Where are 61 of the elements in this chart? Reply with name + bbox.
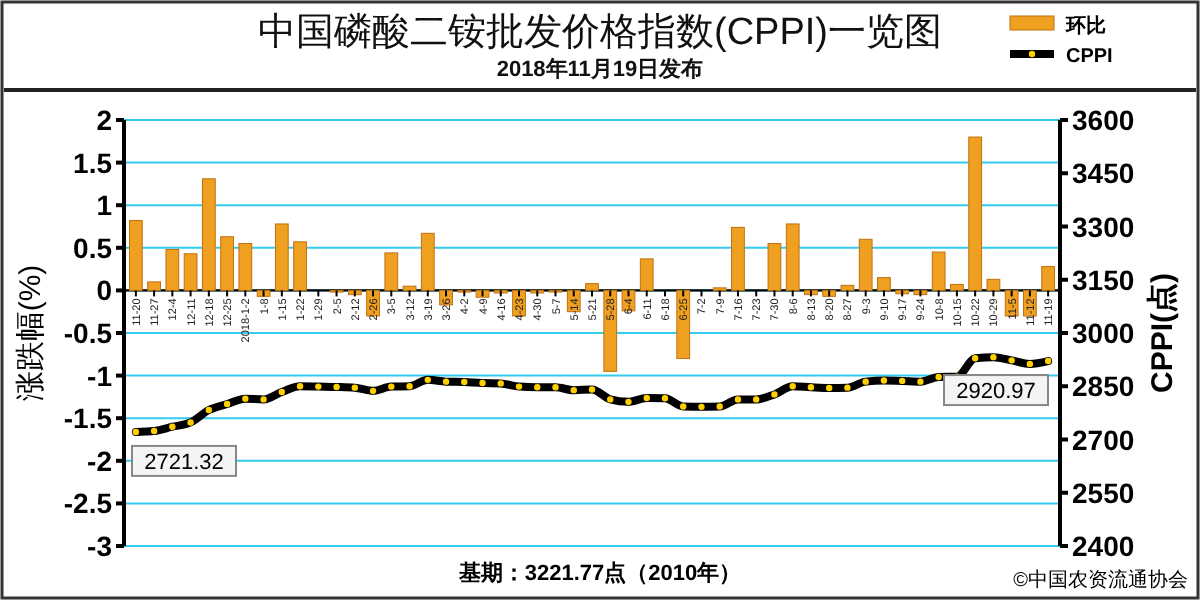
text: ©中国农资流通协会 <box>1013 568 1188 592</box>
y-tick-label: -2.5 <box>63 487 113 520</box>
bar <box>585 283 599 291</box>
bar <box>384 252 399 291</box>
legend-label: CPPI <box>1066 46 1114 68</box>
bar <box>639 258 654 291</box>
y-axis-title: 涨跌幅(%) <box>14 264 48 402</box>
bar <box>603 289 618 372</box>
bar <box>931 251 946 291</box>
bar <box>950 283 964 291</box>
y2-axis-title: CPPI(点) <box>1146 272 1180 393</box>
y2-tick-label: 3600 <box>1072 104 1135 136</box>
chart-subtitle: 2018年11月19日发布 <box>496 56 704 82</box>
y-tick-label: -0.5 <box>63 317 113 349</box>
y-tick-label: 1.5 <box>73 146 113 179</box>
y-tick-label: 2 <box>96 104 113 136</box>
bar <box>201 178 216 291</box>
y-tick-label: 0 <box>96 274 113 307</box>
annotation: 2721.32 <box>144 450 224 475</box>
y-tick-label: -1.5 <box>63 402 113 435</box>
bar <box>183 253 198 291</box>
legend-label: 环比 <box>1064 14 1106 38</box>
bar <box>731 226 745 291</box>
y-tick-label: 0.5 <box>73 231 113 264</box>
bar <box>858 238 873 291</box>
bar <box>128 220 143 291</box>
y2-tick-label: 3300 <box>1072 210 1135 243</box>
bar <box>877 277 891 291</box>
bar <box>256 289 271 297</box>
bar <box>986 278 1001 291</box>
bar <box>840 284 855 291</box>
bar <box>767 243 782 291</box>
y-tick-label: -1 <box>87 359 113 392</box>
chart-title: 中国磷酸二铵批发价格指数(CPPI)一览图 <box>258 12 942 54</box>
bar <box>785 223 800 291</box>
annotation: 2920.97 <box>956 380 1036 405</box>
bar <box>420 232 435 291</box>
bar <box>293 241 307 291</box>
bar <box>402 285 417 291</box>
line-series <box>131 353 1053 436</box>
y2-tick-label: 2850 <box>1072 370 1135 403</box>
y2-tick-label: 3000 <box>1072 317 1135 349</box>
y2-tick-label: 2400 <box>1072 530 1135 562</box>
bar <box>475 289 490 298</box>
bar <box>968 136 983 291</box>
y-tick-label: 1 <box>96 189 113 222</box>
y-tick-label: -3 <box>87 530 113 562</box>
y-tick-label: -2 <box>87 444 113 477</box>
bar <box>147 281 161 291</box>
y2-tick-label: 3150 <box>1072 263 1135 296</box>
bar <box>274 223 289 291</box>
bar <box>676 289 691 360</box>
text: 基期：3221.77点（2010年） <box>456 560 742 586</box>
bar <box>1041 266 1056 291</box>
y2-tick-label: 2550 <box>1072 476 1135 509</box>
bar <box>220 236 234 291</box>
bar <box>238 243 253 291</box>
bar <box>165 249 180 291</box>
y2-tick-label: 3450 <box>1072 157 1135 190</box>
y2-tick-label: 2700 <box>1072 423 1135 456</box>
bar <box>822 289 837 297</box>
